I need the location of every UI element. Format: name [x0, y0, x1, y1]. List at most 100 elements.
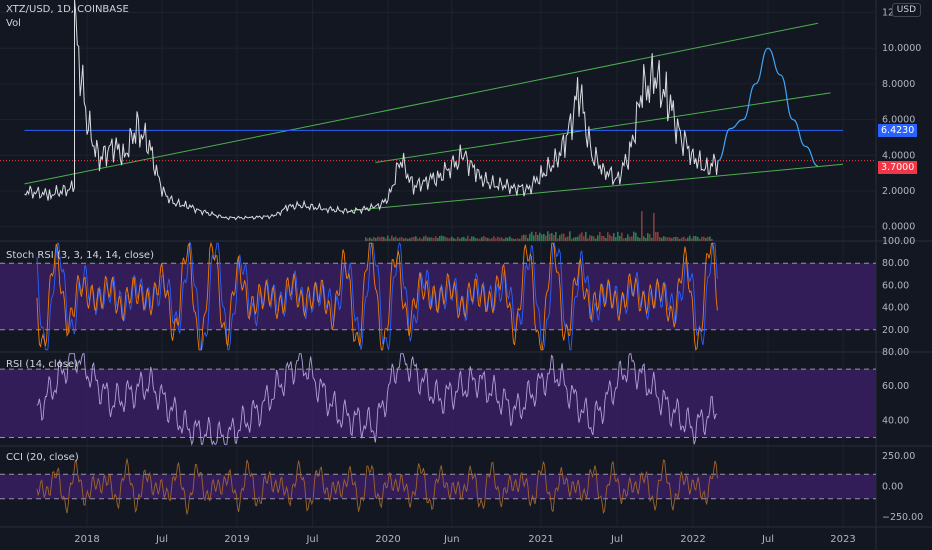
volume-bar	[687, 237, 689, 241]
volume-bar	[423, 236, 425, 241]
volume-bar	[415, 236, 417, 241]
volume-bar	[395, 236, 397, 241]
volume-bar	[489, 238, 491, 241]
volume-bar	[573, 237, 575, 241]
volume-bar	[479, 238, 481, 241]
time-tick-label: 2022	[680, 534, 705, 545]
current-price-tag: 3.7000	[878, 160, 918, 174]
volume-bar	[503, 238, 505, 241]
volume-bar	[589, 235, 591, 241]
volume-bar	[555, 231, 557, 241]
volume-bar	[545, 235, 547, 241]
volume-bar	[433, 238, 435, 241]
time-tick-label: Jul	[761, 534, 774, 545]
volume-bar	[585, 231, 587, 241]
cci-tick-label: −250.00	[882, 512, 923, 523]
price-tick-label: 8.0000	[882, 79, 915, 90]
volume-bar	[501, 237, 503, 241]
volume-bar	[625, 237, 627, 241]
cci-tick-label: 250.00	[882, 451, 915, 462]
volume-bar	[701, 236, 703, 241]
volume-bar	[533, 235, 535, 241]
time-tick-label: Jul	[155, 534, 168, 545]
time-tick-label: 2019	[224, 534, 249, 545]
rsi-band-fill	[0, 369, 876, 438]
volume-bar	[463, 236, 465, 241]
volume-bar	[557, 238, 559, 241]
rsi-tick-label: 60.00	[882, 381, 909, 392]
volume-bar	[605, 237, 607, 241]
volume-bar	[499, 237, 501, 241]
volume-bar	[623, 238, 625, 241]
volume-bar	[609, 234, 611, 241]
volume-bar	[653, 212, 655, 241]
volume-bar	[549, 233, 551, 241]
volume-bar	[431, 237, 433, 241]
volume-bar	[535, 231, 537, 241]
volume-bar	[595, 238, 597, 241]
price-tick-label: 6.0000	[882, 115, 915, 126]
volume-bar	[703, 236, 705, 241]
volume-bar	[375, 237, 377, 241]
volume-bar	[451, 236, 453, 241]
volume-bar	[369, 237, 371, 241]
cci-tick-label: 0.00	[882, 482, 903, 493]
volume-bar	[695, 235, 697, 241]
volume-bar	[477, 238, 479, 241]
currency-button[interactable]: USD	[891, 3, 921, 17]
volume-bar	[373, 236, 375, 241]
volume-bar	[657, 231, 659, 241]
volume-bar	[513, 238, 515, 241]
rsi-tick-label: 40.00	[882, 415, 909, 426]
channel-lower-line	[350, 163, 844, 212]
volume-bar	[427, 237, 429, 241]
volume-bar	[631, 236, 633, 241]
time-tick-label: 2021	[528, 534, 553, 545]
time-tick-label: 2020	[375, 534, 400, 545]
volume-bar	[401, 237, 403, 241]
volume-bar	[515, 238, 517, 241]
volume-bar	[537, 235, 539, 241]
volume-bar	[397, 238, 399, 241]
volume-bar	[439, 235, 441, 241]
volume-bar	[583, 236, 585, 241]
volume-bar	[453, 238, 455, 241]
volume-bar	[483, 235, 485, 241]
volume-bar	[437, 238, 439, 241]
volume-bar	[711, 238, 713, 241]
volume-bar	[465, 238, 467, 241]
volume-bar	[561, 233, 563, 241]
volume-bar	[457, 236, 459, 241]
volume-bar	[467, 235, 469, 241]
rsi-tick-label: 80.00	[882, 347, 909, 358]
volume-bar	[481, 237, 483, 241]
volume-bar	[647, 233, 649, 241]
volume-bar	[391, 235, 393, 241]
volume-bar	[571, 238, 573, 241]
stoch-d-line	[36, 241, 718, 351]
volume-bar	[539, 232, 541, 241]
volume-bar	[443, 236, 445, 241]
volume-bar	[709, 236, 711, 241]
volume-bar	[593, 236, 595, 241]
volume-bar	[407, 238, 409, 241]
volume-bars	[365, 211, 713, 241]
volume-bar	[603, 235, 605, 241]
volume-bar	[485, 237, 487, 241]
volume-bar	[525, 234, 527, 241]
channel-middle-line	[375, 92, 831, 163]
volume-bar	[665, 237, 667, 241]
cci-title: CCI (20, close)	[6, 452, 79, 463]
volume-bar	[645, 238, 647, 241]
volume-bar	[597, 235, 599, 241]
volume-bar	[449, 238, 451, 241]
price-tick-label: 4.0000	[882, 150, 915, 161]
volume-bar	[409, 238, 411, 241]
volume-bar	[607, 232, 609, 241]
time-tick-label: 2018	[74, 534, 99, 545]
volume-bar	[447, 237, 449, 241]
volume-bar	[575, 237, 577, 241]
time-tick-label: 2023	[830, 534, 855, 545]
rsi-title: RSI (14, close)	[6, 359, 79, 370]
